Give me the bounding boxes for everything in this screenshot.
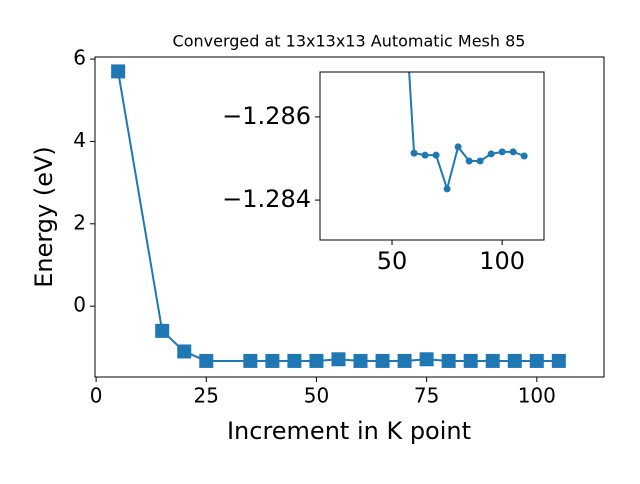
- point-marker: [529, 353, 544, 368]
- chart-title: Converged at 13x13x13 Automatic Mesh 85: [173, 32, 526, 51]
- y-tick-label: −1.284: [222, 185, 311, 213]
- y-tick-label: 2: [73, 210, 86, 234]
- point-marker: [463, 353, 478, 368]
- point-marker: [507, 353, 522, 368]
- point-marker: [353, 353, 368, 368]
- x-tick-label: 0: [90, 384, 103, 408]
- point-marker: [465, 157, 473, 165]
- y-axis-label: Energy (eV): [30, 146, 58, 288]
- point-marker: [441, 353, 456, 368]
- point-marker: [287, 353, 302, 368]
- y-tick-label: −1.286: [222, 102, 311, 130]
- point-marker: [177, 344, 192, 359]
- point-marker: [397, 353, 412, 368]
- point-marker: [243, 353, 258, 368]
- point-marker: [111, 64, 126, 79]
- series-group: [408, 72, 528, 193]
- x-tick-label: 75: [414, 384, 439, 408]
- x-tick-label: 100: [518, 384, 556, 408]
- y-tick-label: 0: [73, 293, 86, 317]
- point-marker: [331, 352, 346, 367]
- x-axis-label: Increment in K point: [227, 417, 471, 445]
- point-marker: [551, 353, 566, 368]
- point-marker: [520, 152, 528, 160]
- point-marker: [309, 353, 324, 368]
- axes-frame: [319, 71, 545, 241]
- point-marker: [454, 143, 462, 151]
- point-marker: [410, 149, 418, 157]
- point-marker: [432, 151, 440, 159]
- x-tick-label: 25: [194, 384, 219, 408]
- point-marker: [509, 148, 517, 156]
- point-marker: [375, 353, 390, 368]
- point-marker: [498, 148, 506, 156]
- axes-frame: [94, 56, 605, 378]
- x-tick-label: 50: [377, 247, 408, 275]
- point-marker: [421, 151, 429, 159]
- point-marker: [419, 352, 434, 367]
- point-marker: [476, 157, 484, 165]
- point-marker: [487, 150, 495, 158]
- y-tick-label: 6: [73, 46, 86, 70]
- point-marker: [265, 353, 280, 368]
- x-tick-label: 100: [479, 247, 525, 275]
- y-tick-label: 4: [73, 128, 86, 152]
- x-tick-label: 50: [304, 384, 329, 408]
- point-marker: [443, 185, 451, 193]
- point-marker: [155, 323, 170, 338]
- series-group: [111, 64, 566, 368]
- point-marker: [199, 353, 214, 368]
- point-marker: [485, 353, 500, 368]
